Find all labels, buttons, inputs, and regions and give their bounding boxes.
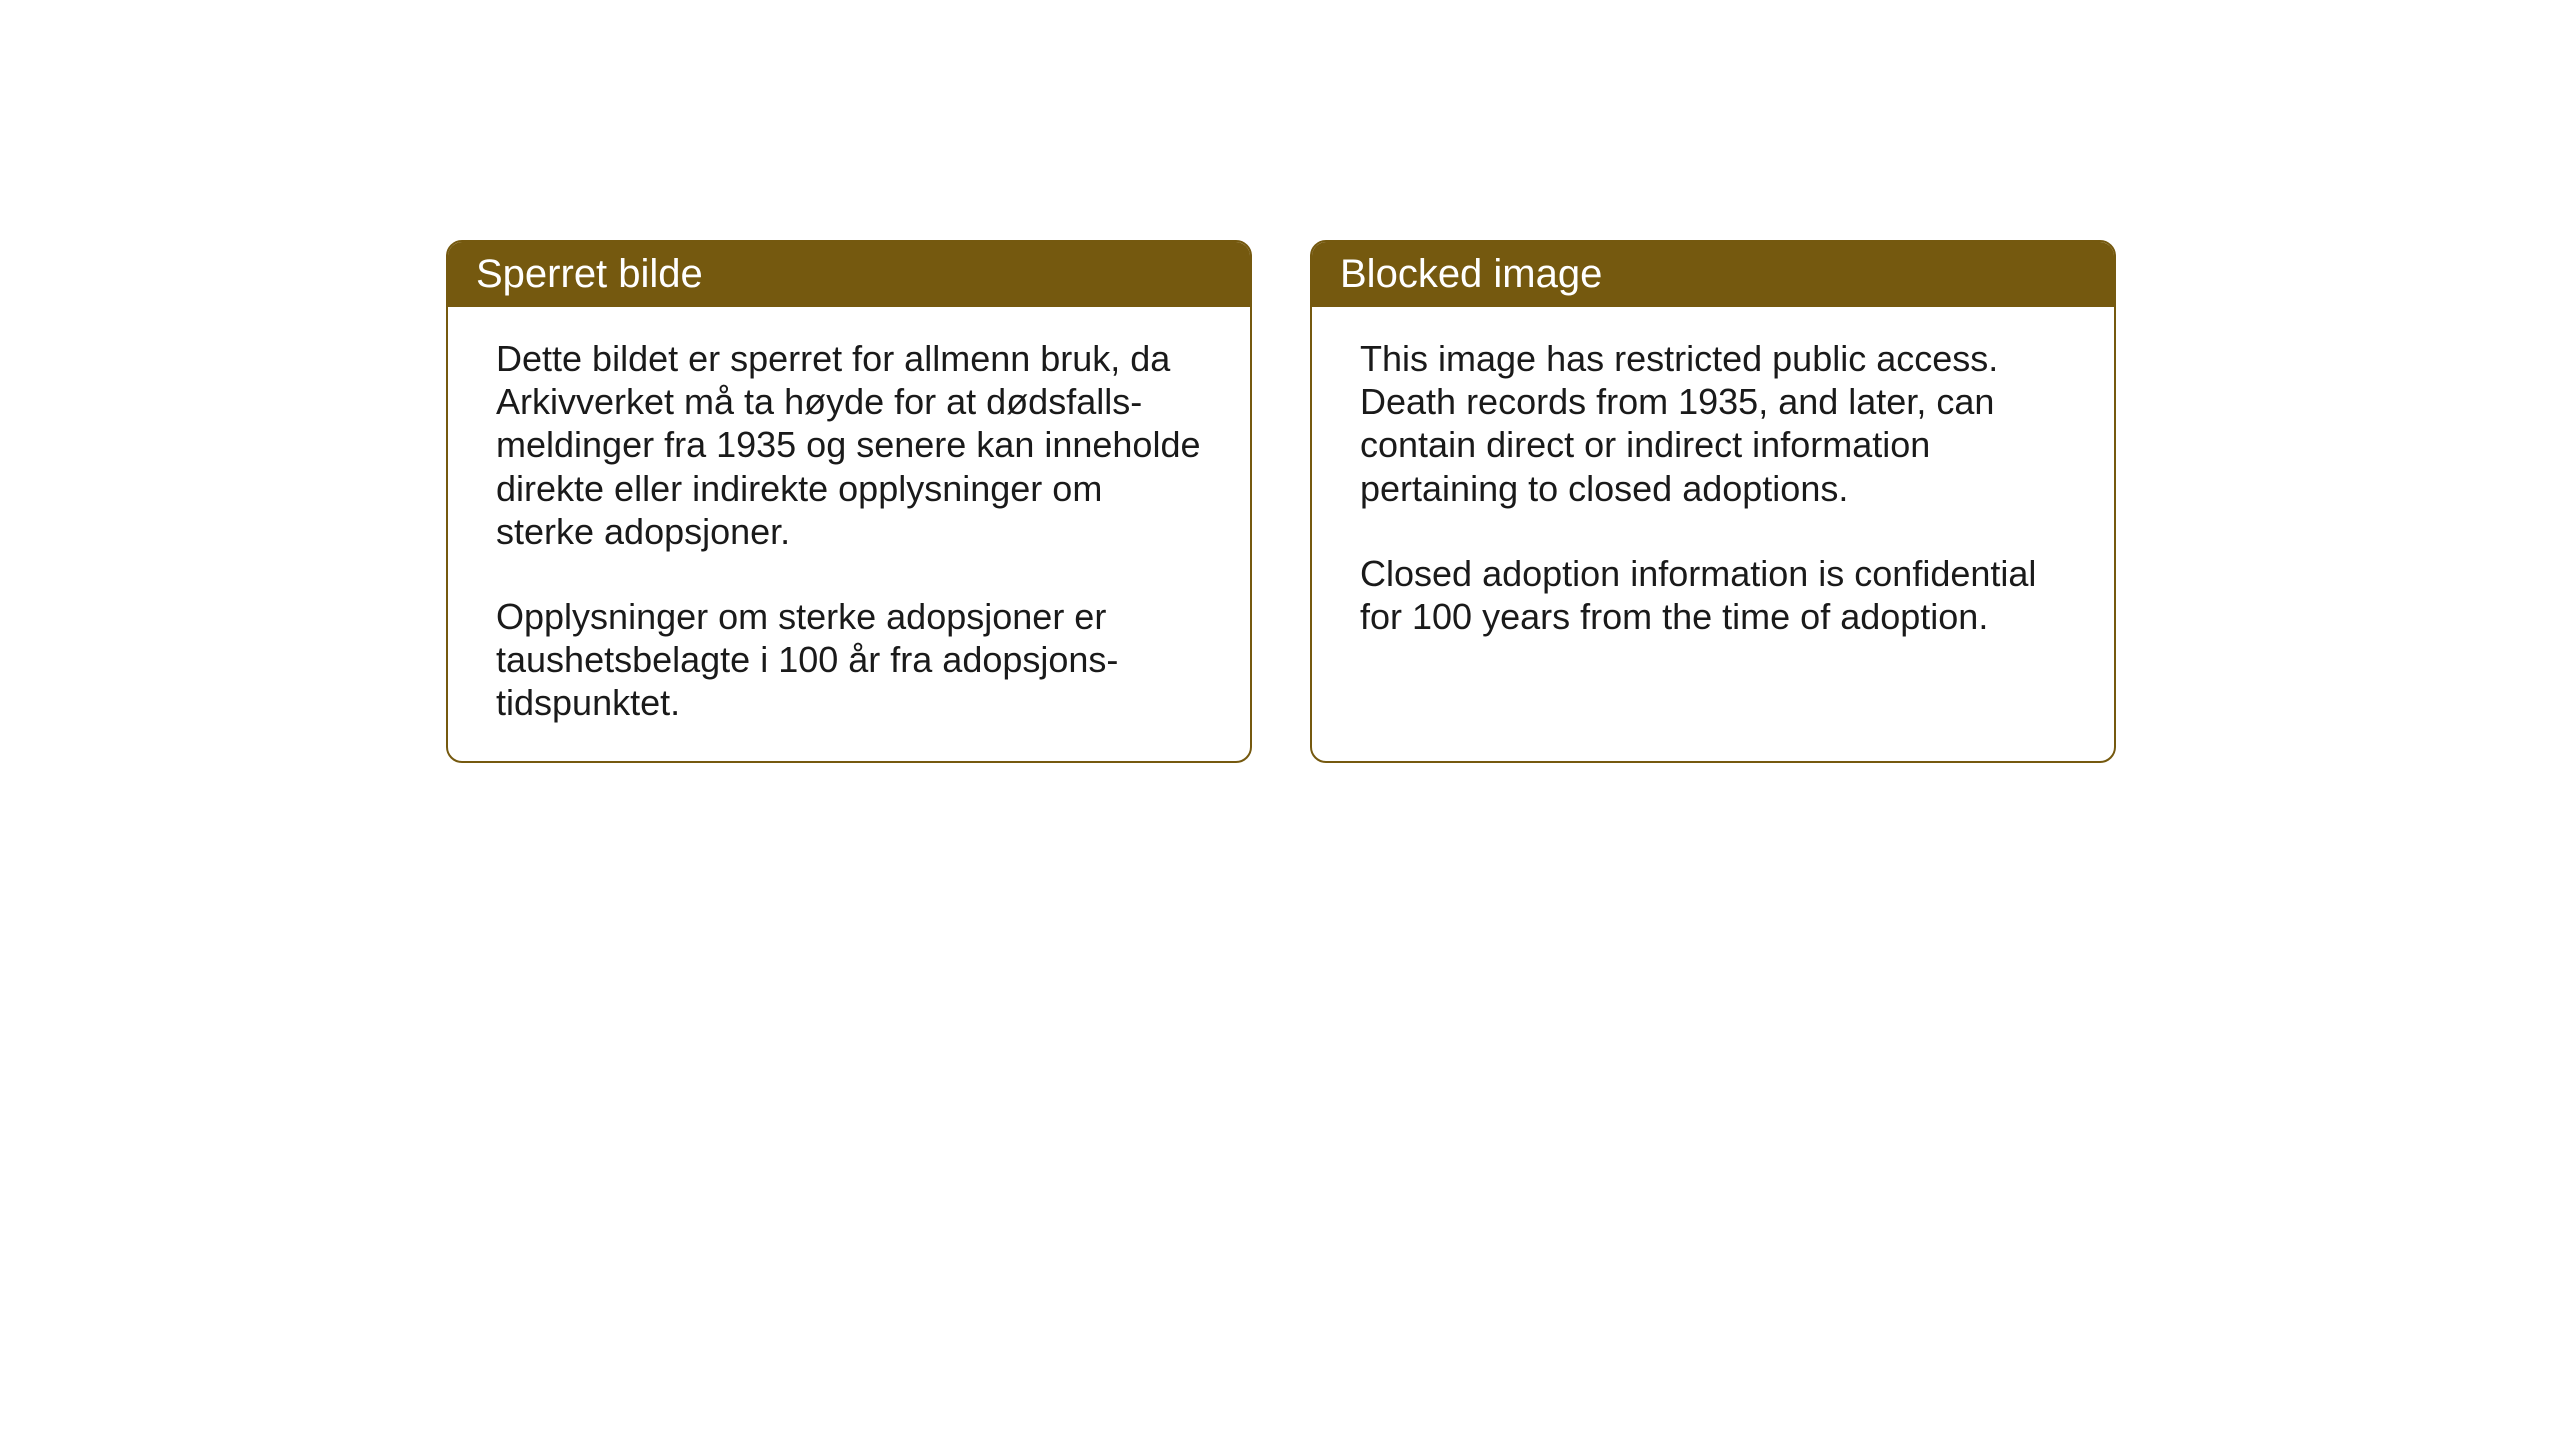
notice-card-english: Blocked image This image has restricted … (1310, 240, 2116, 763)
notice-header-english: Blocked image (1312, 242, 2114, 307)
notice-paragraph-1-english: This image has restricted public access.… (1360, 337, 2066, 510)
notice-body-norwegian: Dette bildet er sperret for allmenn bruk… (448, 307, 1250, 761)
notice-body-english: This image has restricted public access.… (1312, 307, 2114, 674)
notice-paragraph-1-norwegian: Dette bildet er sperret for allmenn bruk… (496, 337, 1202, 553)
notice-title-english: Blocked image (1340, 252, 1602, 296)
notice-title-norwegian: Sperret bilde (476, 252, 703, 296)
notice-container: Sperret bilde Dette bildet er sperret fo… (446, 240, 2116, 763)
notice-card-norwegian: Sperret bilde Dette bildet er sperret fo… (446, 240, 1252, 763)
notice-paragraph-2-norwegian: Opplysninger om sterke adopsjoner er tau… (496, 595, 1202, 725)
notice-paragraph-2-english: Closed adoption information is confident… (1360, 552, 2066, 638)
notice-header-norwegian: Sperret bilde (448, 242, 1250, 307)
